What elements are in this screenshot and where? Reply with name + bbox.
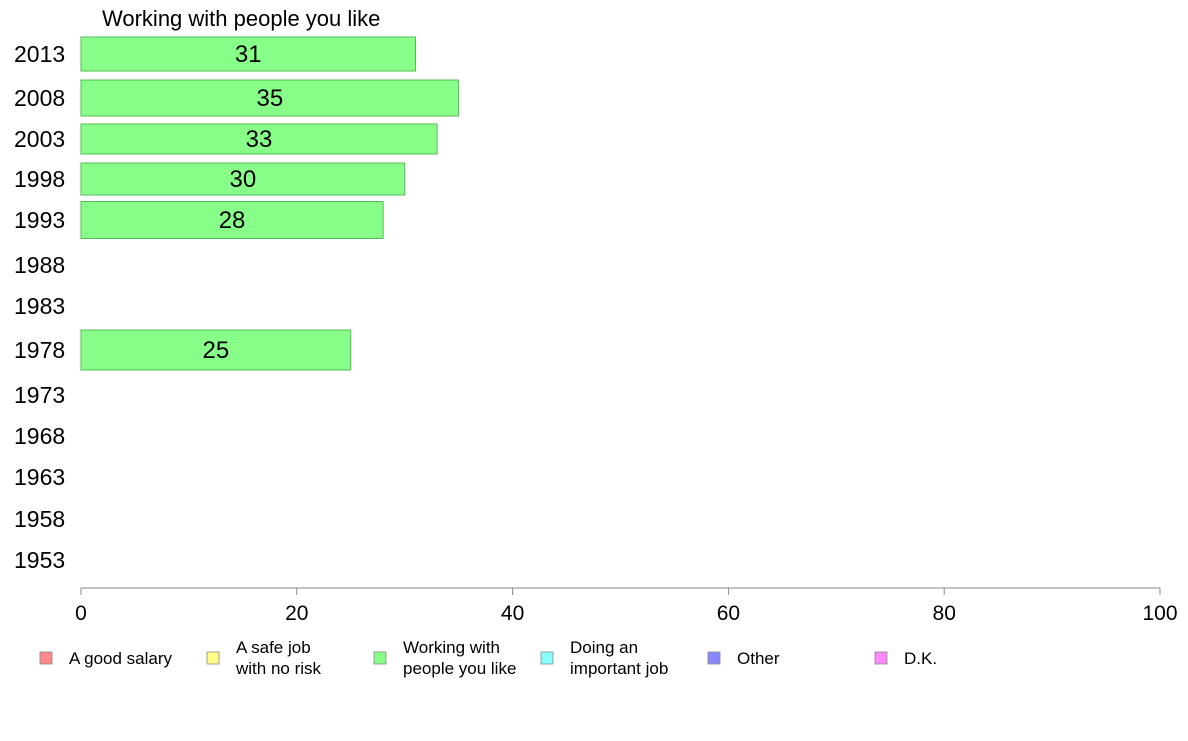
- legend-swatch: [540, 651, 554, 665]
- bar: [80, 162, 406, 196]
- bar: [80, 329, 352, 371]
- legend-label: important job: [570, 659, 668, 678]
- legend-label: Doing an: [570, 638, 638, 657]
- legend-swatch: [206, 651, 220, 665]
- year-label: 1973: [14, 382, 65, 408]
- legend-label: A safe job: [236, 638, 311, 657]
- year-label: 1968: [14, 423, 65, 449]
- legend-label: with no risk: [235, 659, 322, 678]
- chart-title: Working with people you like: [102, 6, 380, 31]
- year-label: 1983: [14, 293, 65, 319]
- x-tick-label: 100: [1142, 602, 1177, 625]
- x-axis: 0 20 40 60 80 100: [75, 587, 1178, 625]
- year-label: 1993: [14, 207, 65, 233]
- x-tick-label: 20: [285, 602, 308, 625]
- bar-value-label: 33: [246, 126, 273, 153]
- x-tick-label: 60: [717, 602, 740, 625]
- x-tick-label: 0: [75, 602, 87, 625]
- legend-swatch: [373, 651, 387, 665]
- year-label: 2013: [14, 41, 65, 67]
- bar-value-label: 30: [229, 166, 256, 193]
- legend-swatch: [874, 651, 888, 665]
- bar-value-label: 31: [235, 41, 262, 68]
- year-label: 1953: [14, 547, 65, 573]
- legend-label: A good salary: [69, 649, 173, 668]
- year-label: 1998: [14, 166, 65, 192]
- bar: [80, 201, 384, 239]
- year-label: 1958: [14, 506, 65, 532]
- legend-label: Other: [737, 649, 780, 668]
- bar-labels: 31 35 33 30 28 25: [203, 41, 284, 364]
- legend-label: people you like: [403, 659, 516, 678]
- year-label: 1963: [14, 464, 65, 490]
- year-label: 2008: [14, 85, 65, 111]
- legend-label: D.K.: [904, 649, 937, 668]
- year-labels: 2013 2008 2003 1998 1993 1988 1983 1978 1973 1968…: [14, 41, 65, 573]
- bar-value-label: 28: [219, 207, 246, 234]
- year-label: 2003: [14, 126, 65, 152]
- bar: [80, 36, 416, 72]
- bar-value-label: 35: [256, 85, 283, 112]
- x-tick-label: 80: [933, 602, 956, 625]
- legend-swatch: [707, 651, 721, 665]
- bar-value-label: 25: [203, 337, 230, 364]
- legend-label: Working with: [403, 638, 500, 657]
- year-label: 1978: [14, 337, 65, 363]
- bars: [80, 36, 460, 371]
- legend-swatch: [39, 651, 53, 665]
- bar: [80, 123, 438, 155]
- x-tick-label: 40: [501, 602, 524, 625]
- bar: [80, 79, 460, 117]
- year-label: 1988: [14, 252, 65, 278]
- legend: A good salary A safe job with no risk Worki…: [39, 638, 937, 678]
